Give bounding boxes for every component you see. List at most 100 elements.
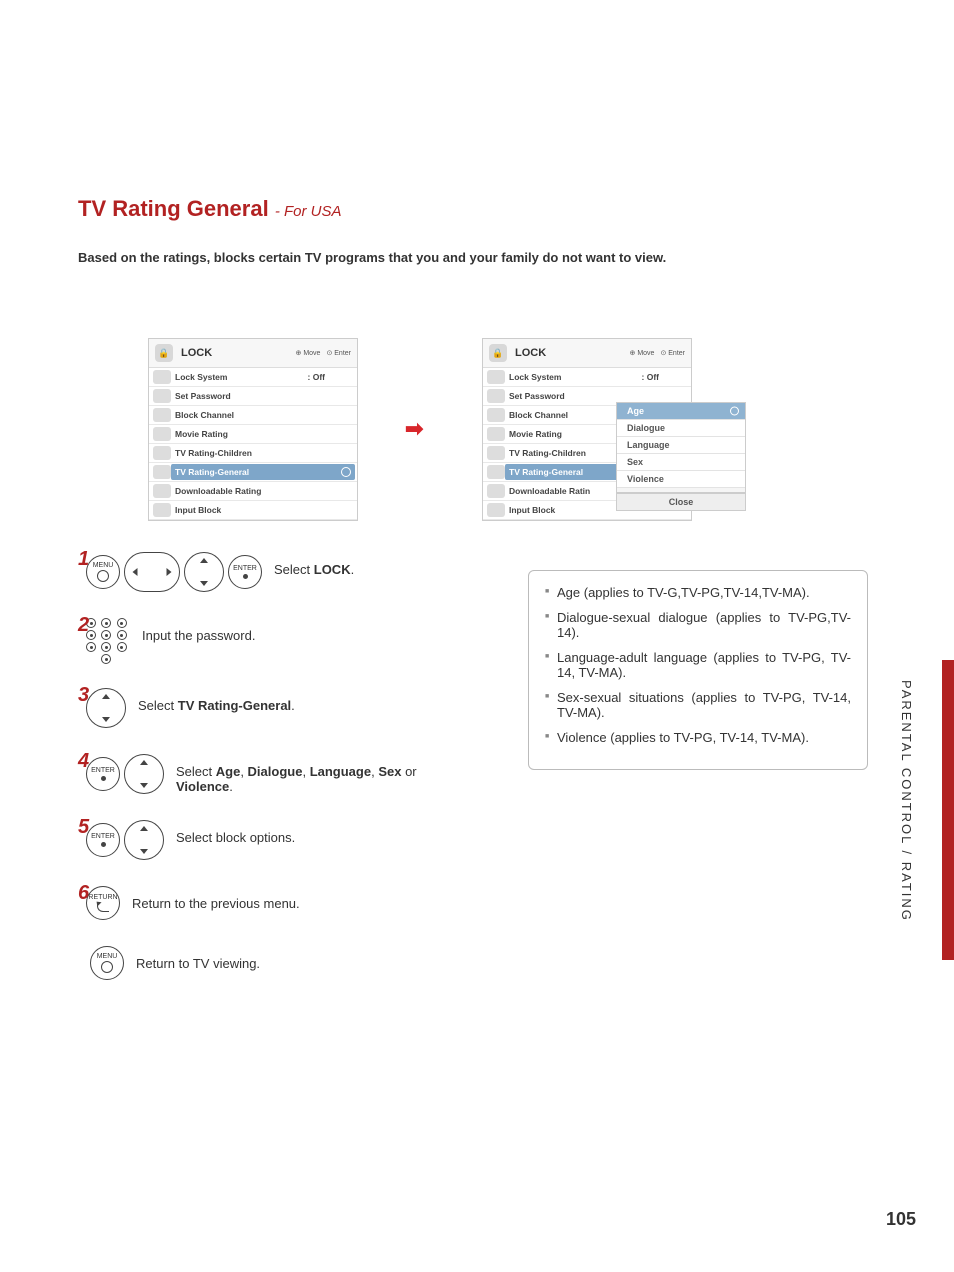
step-text: Return to the previous menu.: [132, 886, 300, 911]
menu-item-icon: [487, 389, 505, 403]
step-number: 6: [78, 882, 89, 905]
step-text: Select TV Rating-General.: [138, 688, 295, 713]
osd-header: 🔒 LOCK ⊕ Move ⊙ Enter: [149, 339, 357, 368]
step-text: Input the password.: [142, 618, 255, 643]
submenu-item[interactable]: Sex: [617, 454, 745, 471]
dpad-lr-icon: [124, 552, 180, 592]
menu-item-label: Lock System: [175, 372, 227, 382]
step-1: 1 MENU ENTER Select LOCK.: [78, 552, 488, 592]
step-text: Select LOCK.: [274, 552, 354, 577]
osd-item[interactable]: TV Rating-Children: [149, 444, 357, 463]
menu-item-label: TV Rating-Children: [175, 448, 252, 458]
move-hint: ⊕ Move: [630, 349, 655, 357]
return-label: RETURN: [88, 894, 117, 902]
menu-item-value: : Off: [642, 372, 659, 382]
osd-item[interactable]: Block Channel: [149, 406, 357, 425]
info-item: Sex-sexual situations (applies to TV-PG,…: [545, 690, 851, 720]
enter-label: ENTER: [91, 767, 115, 775]
step-5: 5 ENTER Select block options.: [78, 820, 488, 860]
lock-icon: 🔒: [489, 344, 507, 362]
enter-button-icon: ENTER: [228, 555, 262, 589]
menu-item-icon: [153, 408, 171, 422]
title-sub: - For USA: [275, 203, 342, 220]
menu-item-icon: [487, 465, 505, 479]
menu-label: MENU: [97, 953, 118, 961]
side-label: PARENTAL CONTROL / RATING: [899, 680, 914, 922]
menu-item-label: TV Rating-General: [175, 467, 249, 477]
submenu-item[interactable]: Language: [617, 437, 745, 454]
info-item: Violence (applies to TV-PG, TV-14, TV-MA…: [545, 730, 851, 745]
menu-item-label: TV Rating-General: [509, 467, 583, 477]
menu-item-label: Movie Rating: [509, 429, 562, 439]
menu-item-icon: [487, 446, 505, 460]
menu-item-icon: [153, 484, 171, 498]
osd-menu-left: 🔒 LOCK ⊕ Move ⊙ Enter Lock System: Off Se…: [148, 338, 358, 521]
enter-label: ENTER: [233, 565, 257, 573]
osd-item[interactable]: Input Block: [149, 501, 357, 520]
menu-item-label: TV Rating-Children: [509, 448, 586, 458]
menu-item-icon: [487, 370, 505, 384]
step-text: Select Age, Dialogue, Language, Sex or V…: [176, 754, 436, 794]
osd-item[interactable]: Movie Rating: [149, 425, 357, 444]
arrow-icon: ➡: [405, 416, 423, 442]
menu-item-label: Set Password: [175, 391, 231, 401]
menu-item-label: Block Channel: [175, 410, 234, 420]
step-number: 4: [78, 750, 89, 773]
osd-item[interactable]: Set Password: [149, 387, 357, 406]
menu-item-label: Input Block: [175, 505, 221, 515]
menu-label: MENU: [93, 562, 114, 570]
enter-button-icon: ENTER: [86, 757, 120, 791]
step-text: Return to TV viewing.: [136, 946, 260, 971]
menu-item-label: Set Password: [509, 391, 565, 401]
enter-hint: ⊙ Enter: [660, 349, 685, 357]
info-item: Language-adult language (applies to TV-P…: [545, 650, 851, 680]
osd-item[interactable]: TV Rating-General: [149, 463, 357, 482]
submenu-item[interactable]: Violence: [617, 471, 745, 488]
move-hint: ⊕ Move: [296, 349, 321, 357]
step-6: 6 RETURN Return to the previous menu.: [78, 886, 488, 920]
lock-icon: 🔒: [155, 344, 173, 362]
osd-hints: ⊕ Move ⊙ Enter: [630, 349, 685, 357]
title-main: TV Rating General: [78, 196, 269, 221]
menu-item-label: Downloadable Ratin: [509, 486, 590, 496]
osd-item[interactable]: Downloadable Rating: [149, 482, 357, 501]
side-tab: [942, 660, 954, 960]
submenu-item[interactable]: Age: [617, 403, 745, 420]
osd-title: LOCK: [181, 347, 212, 359]
dpad-ud-icon: [86, 688, 126, 728]
menu-button-icon: MENU: [86, 555, 120, 589]
menu-button-icon: MENU: [90, 946, 124, 980]
info-item: Age (applies to TV-G,TV-PG,TV-14,TV-MA).: [545, 585, 851, 600]
step-number: 1: [78, 548, 89, 571]
menu-item-icon: [487, 503, 505, 517]
osd-item[interactable]: Lock System: Off: [483, 368, 691, 387]
step-text: Select block options.: [176, 820, 295, 845]
osd-title: LOCK: [515, 347, 546, 359]
dpad-ud-icon: [124, 754, 164, 794]
menu-item-icon: [153, 446, 171, 460]
dpad-ud-icon: [184, 552, 224, 592]
enter-button-icon: ENTER: [86, 823, 120, 857]
menu-item-label: Movie Rating: [175, 429, 228, 439]
info-box: Age (applies to TV-G,TV-PG,TV-14,TV-MA).…: [528, 570, 868, 770]
return-button-icon: RETURN: [86, 886, 120, 920]
submenu-close[interactable]: Close: [617, 492, 745, 510]
menu-item-icon: [487, 427, 505, 441]
menu-item-icon: [487, 484, 505, 498]
page-number: 105: [886, 1209, 916, 1230]
step-number: 5: [78, 816, 89, 839]
menu-item-label: Downloadable Rating: [175, 486, 261, 496]
osd-item[interactable]: Lock System: Off: [149, 368, 357, 387]
intro-text: Based on the ratings, blocks certain TV …: [78, 250, 666, 265]
enter-hint: ⊙ Enter: [326, 349, 351, 357]
submenu-popup: AgeDialogueLanguageSexViolence Close: [616, 402, 746, 511]
steps-list: 1 MENU ENTER Select LOCK. 2: [78, 552, 488, 1006]
menu-item-label: Input Block: [509, 505, 555, 515]
menu-item-icon: [153, 389, 171, 403]
page-title: TV Rating General - For USA: [78, 196, 342, 222]
enter-label: ENTER: [91, 833, 115, 841]
step-7: MENU Return to TV viewing.: [78, 946, 488, 980]
step-2: 2 Input the password.: [78, 618, 488, 662]
submenu-item[interactable]: Dialogue: [617, 420, 745, 437]
info-item: Dialogue-sexual dialogue (applies to TV-…: [545, 610, 851, 640]
